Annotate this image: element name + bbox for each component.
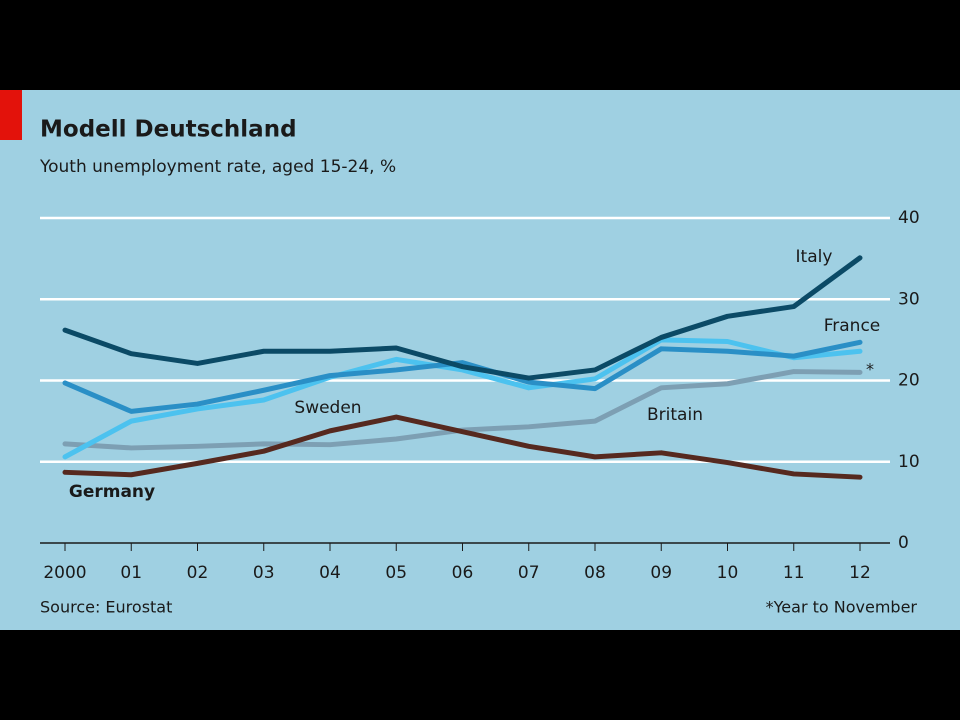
x-tick-label: 08 [584,563,606,583]
y-tick-label: 30 [898,289,920,309]
x-tick-label: 09 [650,563,672,583]
series-line [62,255,863,381]
x-tick-label: 04 [319,563,341,583]
series-line [62,337,863,460]
x-tick-label: 02 [187,563,209,583]
series-label: Britain [647,405,703,425]
red-tag [0,90,22,140]
y-tick-label: 0 [898,533,909,553]
x-tick-label: 01 [120,563,142,583]
series-label: France [824,316,881,336]
x-tick-label: 11 [783,563,805,583]
series-label: Germany [69,482,155,502]
y-tick-label: 10 [898,452,920,472]
footnote: *Year to November [766,598,918,617]
annotation: * [866,360,874,379]
series-line [62,414,863,480]
series-label: Italy [796,247,833,267]
chart-title: Modell Deutschland [40,117,297,143]
y-tick-label: 40 [898,208,920,228]
series-label: Sweden [294,398,361,418]
source: Source: Eurostat [40,598,172,617]
x-tick-label: 03 [253,563,275,583]
x-tick-label: 07 [518,563,540,583]
series-line [62,339,863,414]
x-tick-label: 2000 [43,563,86,583]
x-tick-label: 10 [717,563,739,583]
chart-subtitle: Youth unemployment rate, aged 15-24, % [39,157,396,177]
y-tick-label: 20 [898,371,920,391]
x-tick-label: 12 [849,563,871,583]
x-tick-label: 05 [385,563,407,583]
x-tick-label: 06 [452,563,474,583]
